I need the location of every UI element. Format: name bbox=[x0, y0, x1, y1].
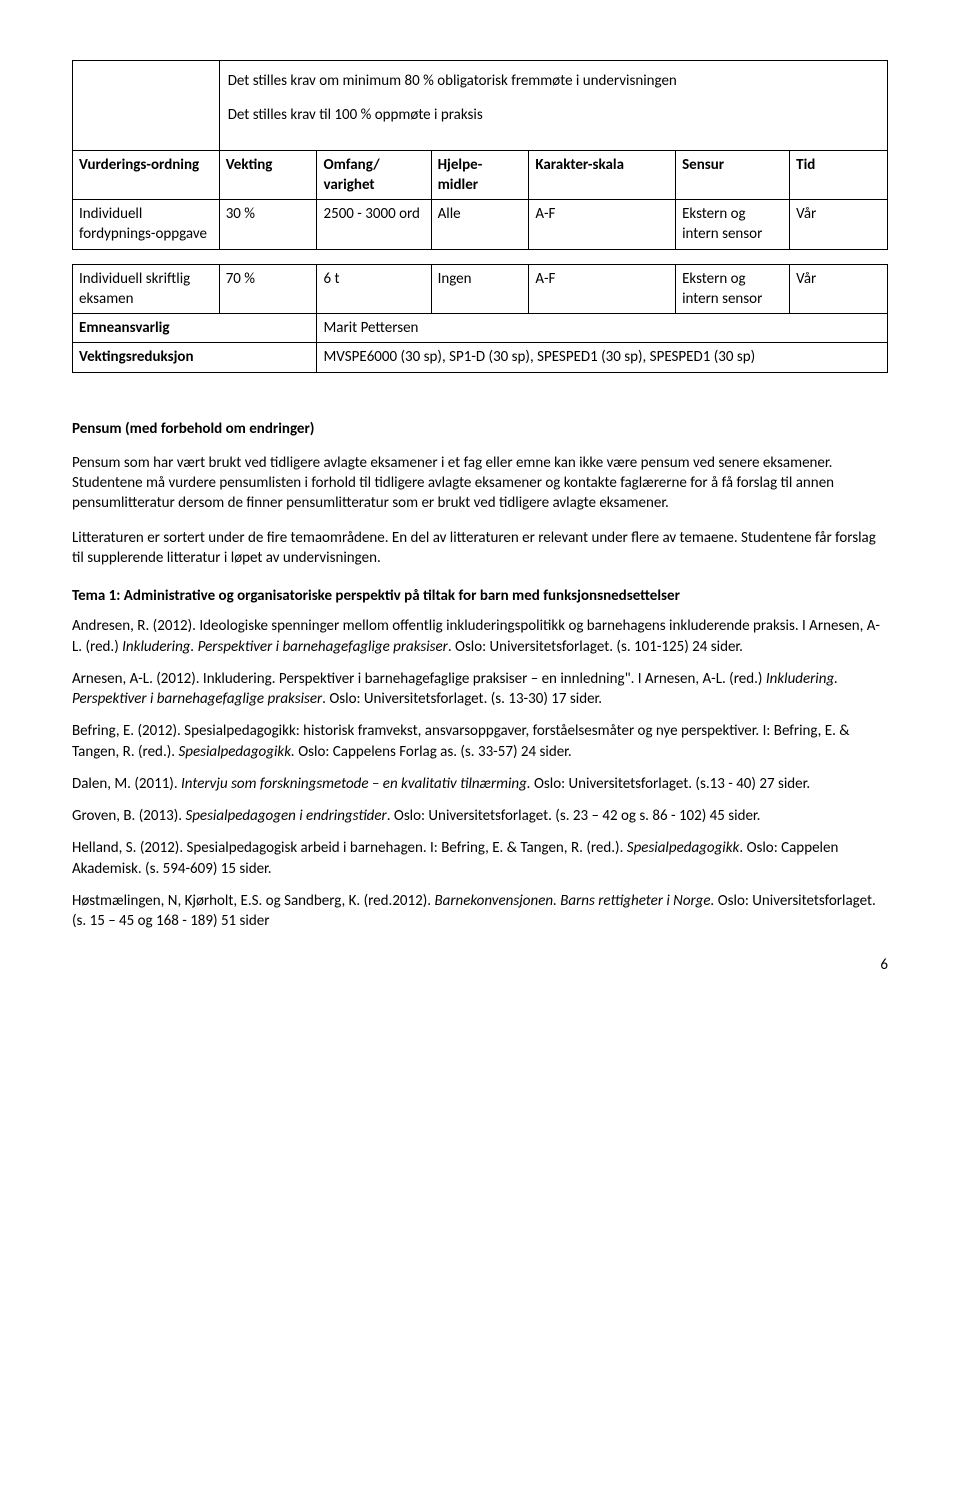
intro-row: Det stilles krav om minimum 80 % obligat… bbox=[73, 61, 888, 151]
reference-post: . Oslo: Universitetsforlaget. (s. 13-30)… bbox=[322, 690, 602, 708]
cell-hjelpemidler: Ingen bbox=[431, 264, 529, 314]
cell-omfang: 2500 - 3000 ord bbox=[317, 200, 431, 250]
reference-item: Høstmælingen, N, Kjørholt, E.S. og Sandb… bbox=[72, 891, 888, 932]
cell-sensur: Ekstern og intern sensor bbox=[676, 200, 790, 250]
intro-empty-cell bbox=[73, 61, 220, 151]
reference-title-italic: Spesialpedagogen i endringstider bbox=[185, 807, 386, 825]
pensum-paragraph-1: Pensum som har vært brukt ved tidligere … bbox=[72, 453, 888, 514]
pensum-heading: Pensum (med forbehold om endringer) bbox=[72, 419, 888, 439]
reference-title-italic: Barnekonvensjonen. Barns rettigheter i N… bbox=[434, 892, 714, 910]
reference-post: . Oslo: Universitetsforlaget. (s. 101-12… bbox=[448, 638, 743, 656]
value-emneansvarlig: Marit Pettersen bbox=[317, 314, 888, 343]
table-row: Individuell fordypnings-oppgave 30 % 250… bbox=[73, 200, 888, 250]
cell-omfang: 6 t bbox=[317, 264, 431, 314]
cell-karakter: A-F bbox=[529, 264, 676, 314]
label-vektingsreduksjon: Vektingsreduksjon bbox=[73, 343, 317, 372]
cell-karakter: A-F bbox=[529, 200, 676, 250]
header-hjelpemidler: Hjelpe-midler bbox=[431, 150, 529, 200]
reference-pre: Dalen, M. (2011). bbox=[72, 775, 181, 793]
reference-post: Oslo: Cappelens Forlag as. (s. 33-57) 24… bbox=[295, 743, 572, 761]
header-omfang: Omfang/ varighet bbox=[317, 150, 431, 200]
intro-line-1: Det stilles krav om minimum 80 % obligat… bbox=[228, 71, 879, 91]
page-number: 6 bbox=[72, 955, 888, 975]
header-tid: Tid bbox=[790, 150, 888, 200]
cell-tid: Vår bbox=[790, 264, 888, 314]
intro-line-2: Det stilles krav til 100 % oppmøte i pra… bbox=[228, 105, 879, 125]
reference-pre: Helland, S. (2012). Spesialpedagogisk ar… bbox=[72, 839, 627, 857]
reference-post: Oslo: Universitetsforlaget. (s.13 - 40) … bbox=[531, 775, 811, 793]
table-row: Individuell skriftlig eksamen 70 % 6 t I… bbox=[73, 264, 888, 314]
reference-pre: Arnesen, A-L. (2012). Inkludering. Persp… bbox=[72, 670, 766, 688]
assessment-table-1: Det stilles krav om minimum 80 % obligat… bbox=[72, 60, 888, 250]
reference-pre: Høstmælingen, N, Kjørholt, E.S. og Sandb… bbox=[72, 892, 434, 910]
table-row-vektingsreduksjon: Vektingsreduksjon MVSPE6000 (30 sp), SP1… bbox=[73, 343, 888, 372]
reference-item: Arnesen, A-L. (2012). Inkludering. Persp… bbox=[72, 669, 888, 710]
header-sensur: Sensur bbox=[676, 150, 790, 200]
cell-sensur: Ekstern og intern sensor bbox=[676, 264, 790, 314]
reference-title-italic: Spesialpedagogikk. bbox=[178, 743, 294, 761]
reference-item: Helland, S. (2012). Spesialpedagogisk ar… bbox=[72, 838, 888, 879]
cell-ordning: Individuell fordypnings-oppgave bbox=[73, 200, 220, 250]
reference-pre: Groven, B. (2013). bbox=[72, 807, 185, 825]
reference-item: Groven, B. (2013). Spesialpedagogen i en… bbox=[72, 806, 888, 826]
intro-text-cell: Det stilles krav om minimum 80 % obligat… bbox=[219, 61, 887, 151]
pensum-paragraph-2: Litteraturen er sortert under de fire te… bbox=[72, 528, 888, 569]
label-emneansvarlig: Emneansvarlig bbox=[73, 314, 317, 343]
reference-title-italic: Spesialpedagogikk bbox=[627, 839, 740, 857]
reference-item: Befring, E. (2012). Spesialpedagogikk: h… bbox=[72, 721, 888, 762]
table-row-emneansvarlig: Emneansvarlig Marit Pettersen bbox=[73, 314, 888, 343]
tema1-heading: Tema 1: Administrative og organisatorisk… bbox=[72, 586, 888, 606]
references-list: Andresen, R. (2012). Ideologiske spennin… bbox=[72, 616, 888, 931]
header-karakter: Karakter-skala bbox=[529, 150, 676, 200]
assessment-table-2: Individuell skriftlig eksamen 70 % 6 t I… bbox=[72, 264, 888, 373]
cell-vekting: 30 % bbox=[219, 200, 317, 250]
header-ordning: Vurderings-ordning bbox=[73, 150, 220, 200]
reference-post: . Oslo: Universitetsforlaget. (s. 23 – 4… bbox=[387, 807, 761, 825]
table-header-row: Vurderings-ordning Vekting Omfang/ varig… bbox=[73, 150, 888, 200]
cell-hjelpemidler: Alle bbox=[431, 200, 529, 250]
reference-title-italic: Inkludering. Perspektiver i barnehagefag… bbox=[122, 638, 448, 656]
cell-ordning: Individuell skriftlig eksamen bbox=[73, 264, 220, 314]
reference-item: Andresen, R. (2012). Ideologiske spennin… bbox=[72, 616, 888, 657]
cell-tid: Vår bbox=[790, 200, 888, 250]
cell-vekting: 70 % bbox=[219, 264, 317, 314]
reference-item: Dalen, M. (2011). Intervju som forskning… bbox=[72, 774, 888, 794]
reference-title-italic: Intervju som forskningsmetode – en kvali… bbox=[181, 775, 531, 793]
header-vekting: Vekting bbox=[219, 150, 317, 200]
value-vektingsreduksjon: MVSPE6000 (30 sp), SP1-D (30 sp), SPESPE… bbox=[317, 343, 888, 372]
